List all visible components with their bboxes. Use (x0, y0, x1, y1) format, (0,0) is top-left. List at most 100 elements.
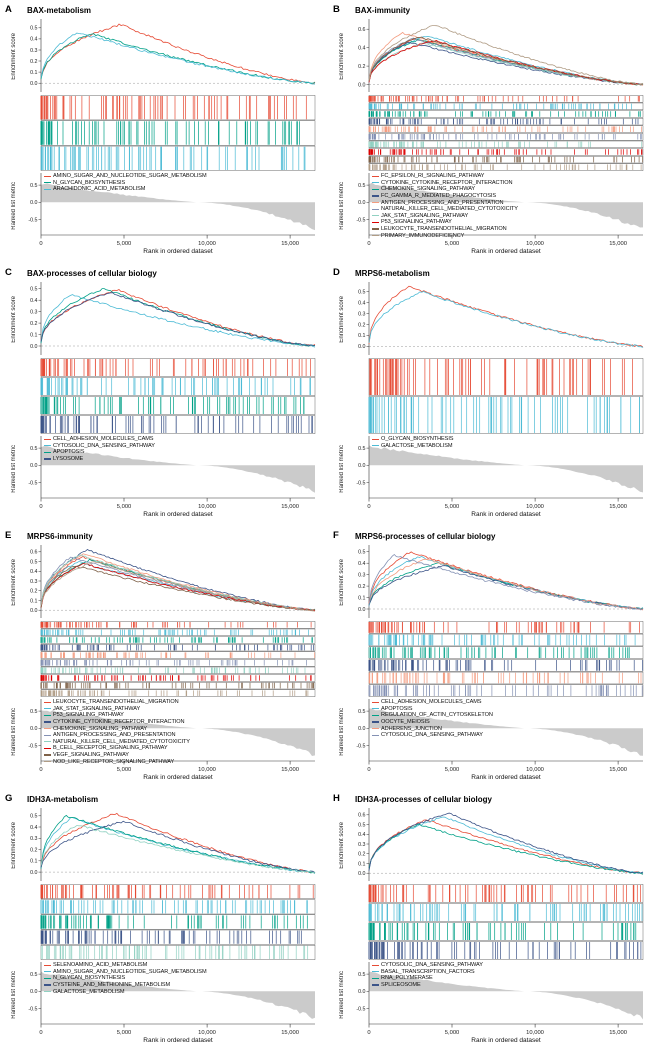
ranked-metric-svg: 0.5 0.0 -0.5 (356, 699, 643, 765)
legend-color-marker (44, 971, 51, 973)
legend-item: PRIMARY_IMMUNODEFICIENCY (372, 232, 518, 239)
legend-color-marker (372, 964, 379, 966)
hit-rug-svg (368, 884, 644, 960)
legend-item: N_GLYCAN_BIOSYNTHESIS (44, 180, 207, 187)
x-tick-label: 0 (39, 1030, 43, 1036)
legend-color-marker (44, 451, 51, 454)
hit-rug-plot (337, 621, 651, 697)
legend-color-marker (44, 714, 51, 717)
pathway-legend: CYTOSOLIC_DNA_SENSING_PATHWAY BASAL_TRANS… (372, 962, 483, 988)
legend-color-marker (372, 701, 379, 703)
legend-item: LEUKOCYTE_TRANSENDOTHELIAL_MIGRATION (44, 699, 190, 706)
svg-text:0.1: 0.1 (358, 333, 365, 339)
ranked-metric-plot: Ranked list metric 0.5 0.0 -0.5 SELENOAMIN… (9, 960, 323, 1030)
legend-color-marker (44, 721, 51, 723)
svg-text:0.5: 0.5 (358, 550, 365, 556)
hit-rug-plot (9, 621, 323, 697)
svg-text:0.3: 0.3 (358, 572, 365, 578)
legend-color-marker (44, 458, 51, 460)
ranked-metric-svg: 0.5 0.0 -0.5 (28, 173, 315, 239)
pathway-legend: FC_EPSILON_RI_SIGNALING_PATHWAY CYTOKINE_… (372, 173, 518, 239)
legend-item: RNA_POLYMERASE (372, 975, 483, 982)
legend-item: LYSOSOME (44, 456, 155, 463)
legend-item: P53_SIGNALING_PATHWAY (372, 219, 518, 226)
x-axis-label: Rank in ordered dataset (471, 1037, 541, 1044)
svg-text:0.5: 0.5 (358, 183, 365, 189)
svg-text:0.2: 0.2 (358, 322, 365, 328)
svg-text:0.5: 0.5 (358, 972, 365, 978)
x-tick-label: 15,000 (281, 241, 299, 247)
rug-spacer (337, 358, 347, 434)
x-axis-label: Rank in ordered dataset (143, 774, 213, 781)
x-tick-label: 5,000 (116, 767, 132, 773)
legend-item: CYSTEINE_AND_METHIONINE_METABOLISM (44, 982, 207, 989)
legend-color-marker (372, 734, 379, 736)
legend-item: CHEMOKINE_SIGNALING_PATHWAY (372, 186, 518, 193)
legend-item: CYTOSOLIC_DNA_SENSING_PATHWAY (44, 443, 155, 450)
ranked-metric-plot: Ranked list metric 0.5 0.0 -0.5 FC_EPSILON… (337, 171, 651, 241)
metric-axis-label: Ranked list metric (11, 445, 17, 493)
es-axis-label-wrap: Enrichment score (337, 280, 347, 358)
svg-text:0.1: 0.1 (358, 595, 365, 601)
svg-text:0.5: 0.5 (30, 814, 37, 820)
es-axis-label-wrap: Enrichment score (9, 806, 19, 884)
svg-text:0.4: 0.4 (358, 832, 365, 838)
svg-text:0.0: 0.0 (30, 81, 37, 87)
x-tick-label: 10,000 (526, 767, 544, 773)
svg-text:0.5: 0.5 (30, 287, 37, 293)
svg-text:0.4: 0.4 (30, 298, 37, 304)
legend-item: B_CELL_RECEPTOR_SIGNALING_PATHWAY (44, 745, 190, 752)
metric-axis-label: Ranked list metric (339, 182, 345, 230)
pathway-name: AMINO_SUGAR_AND_NUCLEOTIDE_SUGAR_METABOL… (53, 173, 207, 180)
metric-area: 0.5 0.0 -0.5 FC_EPSILON_RI_SIGNALING_PATHW… (347, 171, 647, 241)
pathway-name: N_GLYCAN_BIOSYNTHESIS (53, 975, 126, 982)
svg-text:0.3: 0.3 (30, 48, 37, 54)
legend-item: SELENOAMINO_ACID_METABOLISM (44, 962, 207, 969)
es-axis-label-wrap: Enrichment score (9, 543, 19, 621)
svg-text:0.4: 0.4 (358, 46, 365, 52)
svg-text:0.2: 0.2 (30, 321, 37, 327)
metric-axis-label: Ranked list metric (11, 182, 17, 230)
panel-letter: H (333, 793, 340, 804)
x-tick-label: 10,000 (198, 767, 216, 773)
panel-title: IDH3A-metabolism (27, 795, 99, 804)
svg-text:0.0: 0.0 (358, 726, 365, 732)
es-axis-label: Enrichment score (11, 32, 17, 80)
pathway-name: NOD_LIKE_RECEPTOR_SIGNALING_PATHWAY (53, 758, 175, 765)
ranked-metric-plot: Ranked list metric 0.5 0.0 -0.5 CELL_ADHES… (337, 697, 651, 767)
legend-color-marker (372, 984, 379, 986)
svg-text:0.2: 0.2 (358, 852, 365, 858)
x-tick-label: 10,000 (198, 241, 216, 247)
pathway-name: CHEMOKINE_SIGNALING_PATHWAY (53, 725, 148, 732)
svg-text:-0.5: -0.5 (28, 743, 37, 749)
es-axis-label-wrap: Enrichment score (337, 543, 347, 621)
pathway-name: ARACHIDONIC_ACID_METABOLISM (53, 186, 146, 193)
legend-color-marker (372, 445, 379, 447)
svg-text:0.5: 0.5 (30, 446, 37, 452)
x-axis-ticks: 0 5,000 10,000 15,000 (347, 241, 647, 248)
hit-rug-plot (9, 358, 323, 434)
legend-item: GALACTOSE_METABOLISM (372, 443, 453, 450)
es-curves-svg: 0.0 0.1 0.2 0.3 0.4 0.5 (30, 282, 316, 355)
pathway-legend: CELL_ADHESION_MOLECULES_CAMS APOPTOSIS REG… (372, 699, 493, 739)
legend-color-marker (44, 182, 51, 184)
metric-area: 0.5 0.0 -0.5 AMINO_SUGAR_AND_NUCLEOTIDE_SU… (19, 171, 319, 241)
pathway-legend: AMINO_SUGAR_AND_NUCLEOTIDE_SUGAR_METABOL… (44, 173, 207, 193)
metric-axis-label: Ranked list metric (339, 708, 345, 756)
svg-text:0.4: 0.4 (30, 37, 37, 43)
legend-color-marker (372, 438, 379, 440)
legend-item: JAK_STAT_SIGNALING_PATHWAY (44, 706, 190, 713)
svg-text:0.2: 0.2 (30, 589, 37, 595)
legend-color-marker (372, 175, 379, 177)
pathway-name: JAK_STAT_SIGNALING_PATHWAY (381, 212, 469, 219)
pathway-legend: CELL_ADHESION_MOLECULES_CAMS CYTOSOLIC_DN… (44, 436, 155, 462)
hit-rug-plot (9, 884, 323, 960)
svg-text:-0.5: -0.5 (356, 743, 365, 749)
legend-item: OOCYTE_MEIOSIS (372, 719, 493, 726)
legend-color-marker (372, 728, 379, 730)
panel-letter: B (333, 4, 340, 15)
rug-spacer (9, 95, 19, 171)
svg-text:0.6: 0.6 (358, 27, 365, 33)
metric-area: 0.5 0.0 -0.5 LEUKOCYTE_TRANSENDOTHELIAL_MI… (19, 697, 319, 767)
x-axis-label-row: Rank in ordered dataset (19, 1037, 319, 1046)
